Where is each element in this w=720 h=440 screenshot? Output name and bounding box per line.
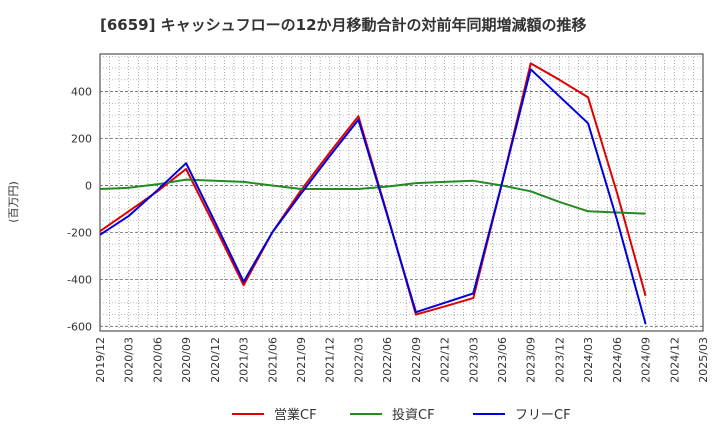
x-tick-label: 2021/09 — [295, 337, 308, 383]
series-line-2 — [99, 178, 646, 215]
x-tick-label: 2024/09 — [640, 337, 653, 383]
legend-layer: 営業CF 投資CF フリーCF — [232, 407, 571, 423]
series-layer — [99, 62, 647, 325]
x-tick-label: 2020/09 — [180, 337, 193, 383]
x-tick-label: 2022/03 — [352, 337, 365, 383]
y-tick-label: 200 — [71, 133, 92, 146]
x-tick-label: 2021/12 — [324, 337, 337, 383]
x-tick-label: 2024/06 — [611, 337, 624, 383]
x-tick-label: 2019/12 — [94, 337, 107, 383]
x-tick-label: 2024/03 — [582, 337, 595, 383]
y-tick-label: 0 — [85, 179, 92, 192]
x-tick-label: 2022/09 — [410, 337, 423, 383]
legend-label-1: 営業CF — [274, 407, 317, 423]
x-tick-label: 2020/12 — [209, 337, 222, 383]
x-tick-label: 2022/06 — [381, 337, 394, 383]
x-tick-label: 2023/09 — [525, 337, 538, 383]
x-tick-label: 2023/03 — [467, 337, 480, 383]
series-line-3 — [99, 68, 647, 325]
legend-label-3: フリーCF — [515, 408, 571, 423]
plot-area — [99, 53, 704, 332]
x-tick-label: 2021/06 — [266, 337, 279, 383]
chart-title: [6659] キャッシュフローの12か月移動合計の対前年同期増減額の推移 — [100, 16, 587, 34]
x-tick-label: 2021/03 — [238, 337, 251, 383]
x-tick-label: 2022/12 — [439, 337, 452, 383]
y-tick-label: -200 — [67, 226, 92, 239]
legend-label-2: 投資CF — [392, 407, 435, 423]
x-tick-label: 2024/12 — [668, 337, 681, 383]
x-tick-label: 2020/06 — [151, 337, 164, 383]
y-tick-label: -600 — [67, 320, 92, 333]
x-tick-label: 2025/03 — [697, 337, 710, 383]
grid-layer — [99, 53, 704, 332]
y-tick-label: 400 — [71, 86, 92, 99]
y-tick-label: -400 — [67, 273, 92, 286]
y-axis-label: (百万円) — [7, 181, 20, 223]
axis-layer: -600 -400 -200 0 200 400 2019/12 2020/03 2020/06… — [7, 86, 710, 383]
x-tick-label: 2023/12 — [553, 337, 566, 383]
x-tick-label: 2020/03 — [123, 337, 136, 383]
x-tick-label: 2023/06 — [496, 337, 509, 383]
